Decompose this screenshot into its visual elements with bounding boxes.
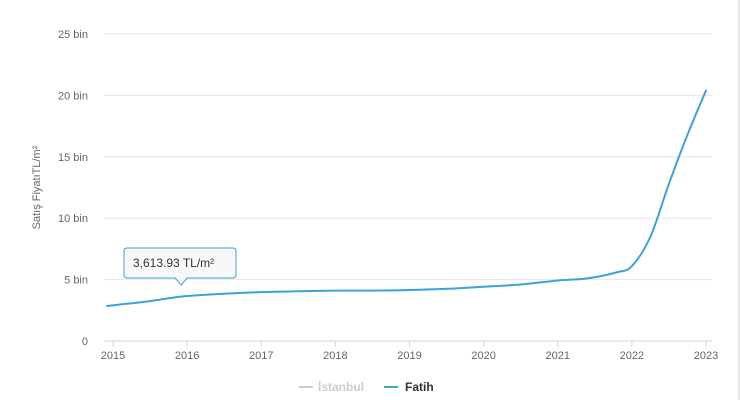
grid-lines <box>104 33 712 281</box>
series-layer <box>106 89 707 307</box>
y-tick-label: 25 bin <box>58 29 88 41</box>
x-tick-label: 2021 <box>546 350 570 362</box>
series-line-1[interactable] <box>106 89 707 307</box>
x-tick-label: 2020 <box>471 350 495 362</box>
legend-label: İstanbul <box>318 379 364 394</box>
y-axis: 0 5 bin 10 bin 15 bin 20 bin 25 bin <box>58 29 88 348</box>
x-tick-label: 2016 <box>175 350 199 362</box>
panel-border <box>738 0 740 400</box>
tooltip-value: 3,613.93 TL/m² <box>133 256 214 270</box>
tooltip: 3,613.93 TL/m² <box>123 247 237 286</box>
y-axis-title: Satış FiyatıTL/m² <box>31 145 43 229</box>
x-axis: 2015 2016 2017 2018 2019 2020 2021 2022 2023 <box>101 340 718 362</box>
x-tick-label: 2017 <box>249 350 273 362</box>
x-tick-label: 2018 <box>323 350 347 362</box>
x-tick-label: 2022 <box>620 350 644 362</box>
legend: İstanbul Fatih <box>299 379 434 394</box>
legend-label: Fatih <box>405 380 434 394</box>
x-tick-label: 2023 <box>694 350 718 362</box>
x-tick-label: 2015 <box>101 350 125 362</box>
tooltip-box <box>123 247 237 286</box>
legend-item-1[interactable]: Fatih <box>384 380 434 394</box>
y-tick-label: 5 bin <box>64 275 88 287</box>
y-tick-label: 20 bin <box>58 90 88 102</box>
y-tick-label: 15 bin <box>58 152 88 164</box>
legend-item-0[interactable]: İstanbul <box>299 379 364 394</box>
x-tick-label: 2019 <box>397 350 421 362</box>
y-tick-label: 10 bin <box>58 213 88 225</box>
y-tick-label: 0 <box>82 336 88 348</box>
